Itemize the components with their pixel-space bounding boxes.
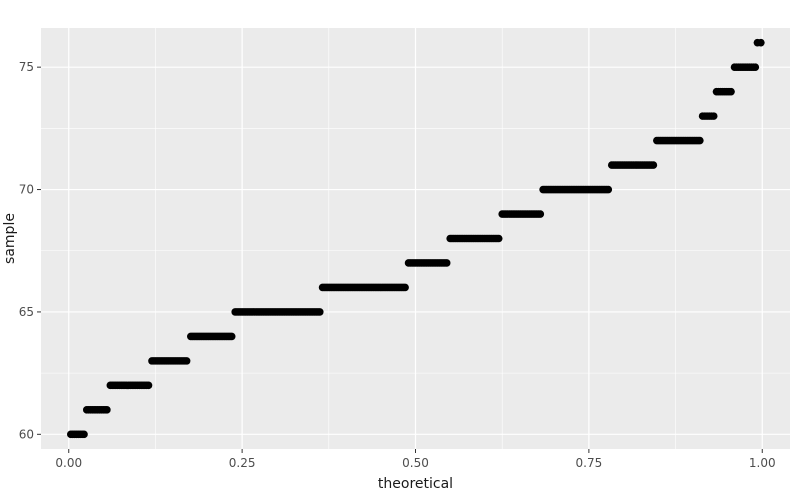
x-axis-title: theoretical: [378, 476, 453, 492]
data-points: [67, 38, 765, 439]
y-tick-label: 60: [19, 427, 34, 441]
data-point: [144, 381, 153, 390]
data-point: [536, 210, 545, 218]
data-point: [227, 332, 236, 341]
y-axis: 60 65 70 75: [19, 60, 41, 441]
data-point: [315, 308, 324, 316]
x-tick-label: 0.75: [576, 456, 603, 470]
data-point: [80, 430, 88, 439]
x-tick-label: 0.00: [55, 456, 82, 470]
data-point: [182, 357, 191, 365]
y-axis-title: sample: [2, 213, 18, 264]
data-point: [103, 406, 111, 414]
y-tick-label: 65: [19, 305, 34, 319]
x-tick-label: 1.00: [749, 456, 776, 470]
y-tick-label: 70: [19, 183, 34, 197]
data-point: [401, 283, 409, 292]
y-tick-label: 75: [19, 60, 34, 74]
data-point: [442, 259, 451, 267]
x-tick-label: 0.25: [229, 456, 256, 470]
x-axis: 0.00 0.25 0.50 0.75 1.00: [55, 449, 776, 470]
data-point: [696, 136, 704, 145]
major-gridlines: [41, 28, 790, 449]
x-tick-label: 0.50: [402, 456, 429, 470]
data-point: [709, 112, 718, 120]
data-point: [649, 161, 658, 169]
data-point: [494, 234, 503, 243]
data-point: [727, 87, 735, 96]
data-point: [757, 38, 765, 47]
data-point: [751, 63, 760, 71]
data-point: [604, 185, 613, 194]
